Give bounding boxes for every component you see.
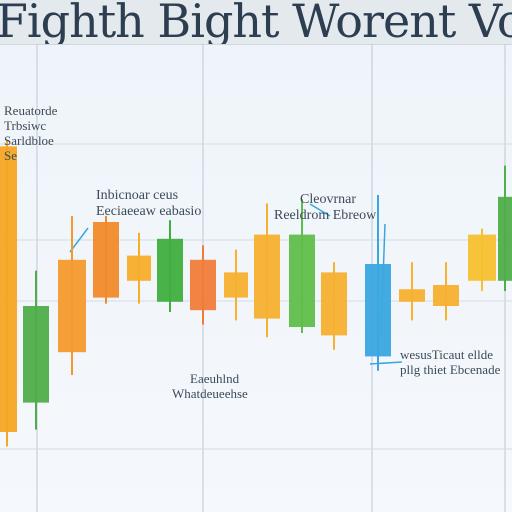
- candle-7-body: [190, 259, 216, 311]
- candle-9-body: [254, 234, 280, 319]
- annotation-5-line-2: pllg thiet Ebcenade: [400, 361, 501, 377]
- title-bar: Fighth Bight Worent Vor: [0, 0, 512, 45]
- candle-2-body: [23, 306, 49, 403]
- annotation-2: Inbicnoar ceus Eeciaeeaw eabasio: [96, 188, 201, 220]
- candlestick-chart: [0, 44, 512, 512]
- candle-10-body: [289, 234, 315, 327]
- annotation-5-line-1: wesusTicaut ellde: [400, 347, 494, 362]
- annotation-3-line-2: Reeldrom Ebreow: [274, 208, 377, 224]
- candle-8-body: [224, 272, 248, 298]
- annotation-1-line-4: Se: [4, 147, 17, 163]
- annotation-4-line-2: Whatdeueehse: [172, 385, 248, 401]
- candle-1-body: [0, 146, 17, 432]
- annotation-1-line-1: Reuatorde: [4, 103, 58, 118]
- annotation-leader-4: [369, 361, 403, 365]
- annotation-1: Reuatorde Trbsiwc Sarldbloe Se: [4, 103, 58, 164]
- candle-13-body: [399, 289, 425, 302]
- candle-15-body: [468, 234, 496, 281]
- annotation-4: Eaeuhlnd Whatdeueehse: [172, 371, 248, 402]
- candle-6-body: [157, 238, 183, 302]
- annotation-2-line-1: Inbicnoar ceus: [96, 188, 179, 203]
- candle-14-body: [433, 285, 459, 306]
- annotation-5: wesusTicaut ellde pllg thiet Ebcenade: [400, 347, 501, 378]
- annotation-1-line-2: Trbsiwc: [4, 117, 47, 133]
- annotation-2-line-2: Eeciaeeaw eabasio: [96, 204, 202, 220]
- annotation-3: Cleovrnar Reeldrom Ebreow: [274, 192, 376, 224]
- annotation-leader-2: [309, 203, 331, 217]
- candle-4-body: [93, 222, 119, 298]
- annotation-4-line-1: Eaeuhlnd: [190, 371, 240, 386]
- candle-12-body: [365, 264, 391, 357]
- candle-16-body: [498, 196, 512, 281]
- candle-11-body: [321, 272, 347, 336]
- chart-title: Fighth Bight Worent Vor: [0, 0, 512, 45]
- candle-5-body: [127, 255, 151, 281]
- candle-3-body: [58, 259, 86, 353]
- annotation-3-line-1: Cleovrnar: [300, 192, 356, 207]
- annotation-1-line-3: Sarldbloe: [4, 132, 54, 148]
- candles: [0, 140, 512, 447]
